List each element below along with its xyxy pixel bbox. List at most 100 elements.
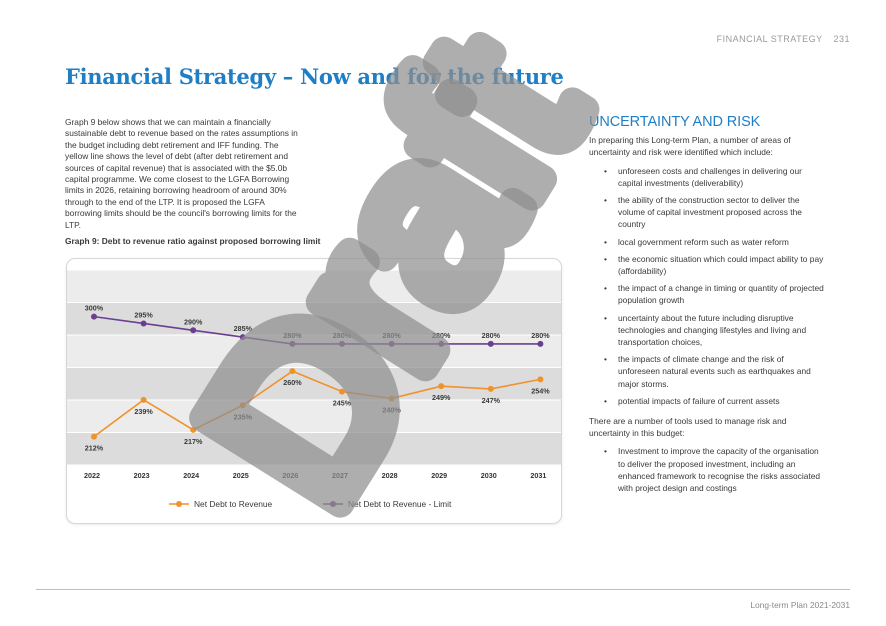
tools-paragraph: There are a number of tools used to mana… bbox=[589, 416, 787, 439]
list-item-text: the ability of the construction sector t… bbox=[618, 195, 802, 230]
x-tick-label: 2028 bbox=[382, 471, 398, 480]
list-item: • uncertainty about the future including … bbox=[589, 312, 825, 349]
data-label: 212% bbox=[85, 444, 104, 453]
data-label: 245% bbox=[333, 399, 352, 408]
x-tick-label: 2031 bbox=[530, 471, 546, 480]
header-page-number: 231 bbox=[833, 34, 850, 44]
list-item: • unforeseen costs and challenges in deli… bbox=[589, 165, 825, 189]
bullet-icon: • bbox=[604, 283, 607, 294]
uncertainty-risk-section: UNCERTAINTY AND RISK In preparing this L… bbox=[589, 114, 825, 502]
net-debt-point bbox=[190, 426, 197, 433]
footer-text: Long-term Plan 2021-2031 bbox=[750, 600, 850, 610]
list-item-text: the economic situation which could impac… bbox=[618, 253, 824, 277]
legend-swatch-marker bbox=[176, 501, 182, 507]
limit-point bbox=[537, 340, 544, 347]
list-item: • the ability of the construction sector … bbox=[589, 194, 825, 231]
list-item: • potential impacts of failure of current… bbox=[589, 395, 825, 407]
list-item: • the impacts of climate change and the r… bbox=[589, 353, 825, 390]
chart-container: 212% 239% 217% 235% 260% 245% 240% 249% 247% 254%… bbox=[66, 258, 562, 524]
legend-label: Net Debt to Revenue bbox=[194, 499, 273, 509]
section-heading: UNCERTAINTY AND RISK bbox=[589, 114, 761, 130]
limit-point bbox=[487, 340, 494, 347]
legend-swatch-marker bbox=[330, 501, 336, 507]
limit-point bbox=[339, 340, 345, 347]
net-debt-point bbox=[537, 376, 544, 383]
list-item: • the economic situation which could impa… bbox=[589, 253, 825, 277]
data-label: 260% bbox=[283, 378, 302, 387]
debt-revenue-chart: 212% 239% 217% 235% 260% 245% 240% 249% 247% 254%… bbox=[67, 269, 561, 509]
limit-point bbox=[190, 327, 197, 334]
data-label: 240% bbox=[382, 405, 401, 414]
chart-grid-band bbox=[67, 400, 561, 433]
data-label: 254% bbox=[531, 386, 550, 395]
limit-point bbox=[239, 334, 246, 341]
net-debt-point bbox=[388, 395, 395, 402]
data-label: 280% bbox=[382, 331, 401, 340]
chart-grid-band bbox=[67, 335, 561, 368]
limit-point bbox=[140, 320, 147, 327]
header-section: FINANCIAL STRATEGY bbox=[716, 34, 823, 44]
bullet-icon: • bbox=[604, 195, 607, 206]
footer-divider bbox=[36, 589, 850, 590]
bullet-icon: • bbox=[604, 354, 607, 365]
net-debt-point bbox=[239, 402, 246, 409]
net-debt-point bbox=[487, 385, 494, 392]
data-label: 249% bbox=[432, 393, 451, 402]
risk-list: • unforeseen costs and challenges in deli… bbox=[589, 165, 825, 407]
data-label: 295% bbox=[134, 310, 153, 319]
bullet-icon: • bbox=[604, 253, 607, 264]
x-tick-label: 2027 bbox=[332, 471, 348, 480]
list-item-text: the impact of a change in timing or quan… bbox=[618, 283, 824, 306]
x-tick-label: 2029 bbox=[431, 471, 447, 480]
data-label: 239% bbox=[134, 407, 153, 416]
list-item: • local government reform such as water r… bbox=[589, 236, 825, 248]
bullet-icon: • bbox=[604, 165, 607, 176]
net-debt-point bbox=[91, 433, 97, 440]
list-item: • Investment to improve the capacity of t… bbox=[589, 445, 825, 494]
bullet-icon: • bbox=[604, 312, 607, 323]
bullet-icon: • bbox=[604, 446, 607, 457]
net-debt-point bbox=[140, 396, 147, 403]
graph-caption: Graph 9: Debt to revenue ratio against p… bbox=[65, 236, 321, 246]
list-item-text: the impacts of climate change and the ri… bbox=[618, 354, 811, 389]
page-header: FINANCIAL STRATEGY 231 bbox=[709, 34, 850, 44]
x-tick-label: 2025 bbox=[233, 471, 249, 480]
data-label: 280% bbox=[531, 331, 550, 340]
list-item-text: potential impacts of failure of current … bbox=[618, 395, 780, 406]
chart-grid-band bbox=[67, 270, 561, 303]
data-label: 280% bbox=[283, 331, 302, 340]
bullet-icon: • bbox=[604, 395, 607, 406]
x-tick-label: 2026 bbox=[282, 471, 298, 480]
data-label: 300% bbox=[85, 304, 104, 313]
data-label: 217% bbox=[184, 437, 203, 446]
x-tick-label: 2024 bbox=[183, 471, 199, 480]
list-item-text: uncertainty about the future including d… bbox=[618, 312, 807, 348]
limit-point bbox=[289, 340, 296, 347]
data-label: 280% bbox=[333, 331, 352, 340]
data-label: 290% bbox=[184, 317, 203, 326]
limit-point bbox=[91, 313, 97, 320]
chart-grid-band bbox=[67, 367, 561, 400]
data-label: 285% bbox=[234, 324, 253, 333]
list-item-text: local government reform such as water re… bbox=[618, 236, 789, 247]
chart-grid-band bbox=[67, 302, 561, 335]
net-debt-point bbox=[339, 388, 345, 395]
page-title: Financial Strategy – Now and for the fut… bbox=[65, 64, 564, 89]
limit-series-line bbox=[93, 315, 541, 345]
limit-point bbox=[388, 340, 395, 347]
net-debt-point bbox=[289, 368, 296, 375]
legend-label: Net Debt to Revenue - Limit bbox=[348, 499, 452, 509]
data-label: 280% bbox=[432, 331, 451, 340]
list-item-text: unforeseen costs and challenges in deliv… bbox=[618, 165, 802, 188]
x-tick-label: 2022 bbox=[84, 471, 100, 480]
net-debt-point bbox=[438, 383, 445, 390]
list-item-text: Investment to improve the capacity of th… bbox=[618, 446, 821, 494]
limit-point bbox=[438, 340, 445, 347]
chart-grid-band bbox=[67, 432, 561, 465]
net-debt-series-line bbox=[93, 370, 541, 438]
x-tick-label: 2023 bbox=[134, 471, 150, 480]
risk-intro-paragraph: In preparing this Long-term Plan, a numb… bbox=[589, 135, 791, 158]
list-item: • the impact of a change in timing or qua… bbox=[589, 282, 825, 306]
x-tick-label: 2030 bbox=[481, 471, 497, 480]
bullet-icon: • bbox=[604, 236, 607, 247]
